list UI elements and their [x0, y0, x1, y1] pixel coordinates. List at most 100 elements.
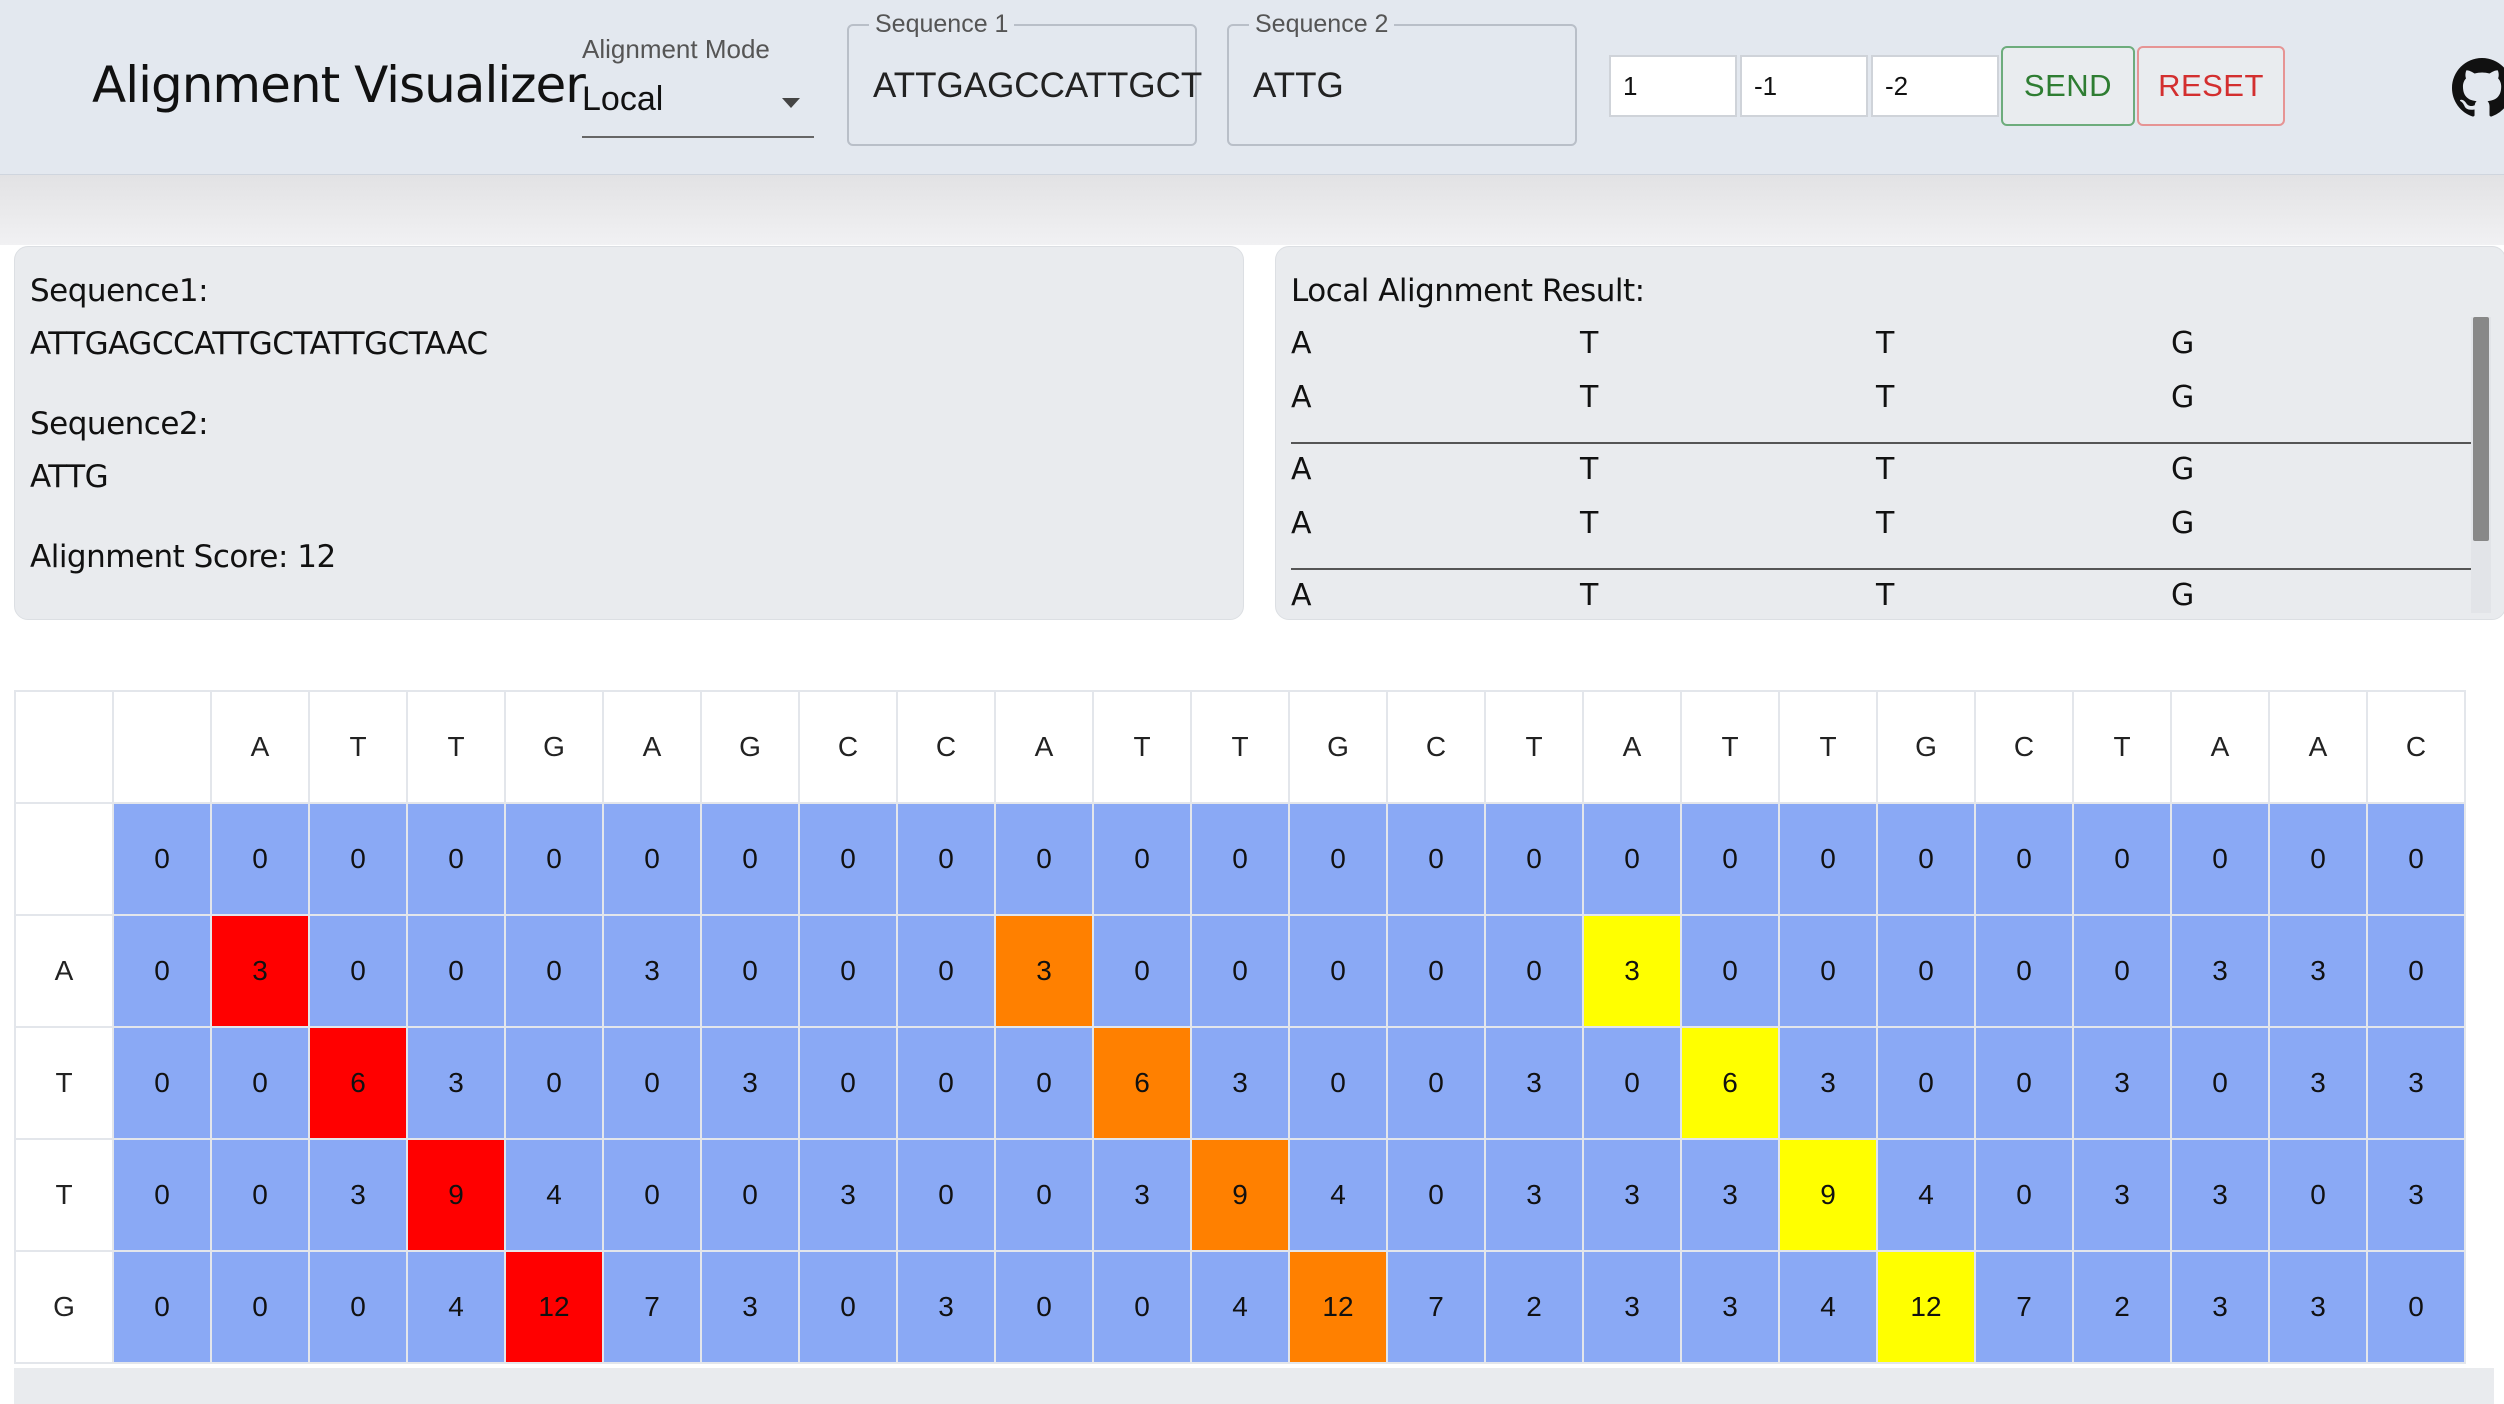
matrix-cell: 0	[2170, 1026, 2270, 1140]
matrix-cell: 3	[2170, 1250, 2270, 1364]
matrix-row: G 0 0 0 4 12 7 3 0 3 0 0 4 12 7 2 3 3 4 12 7 2 3 3 0	[14, 1250, 2466, 1364]
matrix-col-header: A	[210, 690, 310, 804]
result-base: T	[1580, 326, 1599, 361]
result-base: A	[1291, 578, 1312, 613]
matrix-col-header: C	[2366, 690, 2466, 804]
matrix-cell: 0	[994, 1250, 1094, 1364]
matrix-col-header: T	[1680, 690, 1780, 804]
sequence-1-field[interactable]: Sequence 1 ATTGAGCCATTGCT	[847, 10, 1202, 146]
result-base: T	[1876, 326, 1895, 361]
matrix-cell: 0	[112, 1250, 212, 1364]
result-base: A	[1291, 380, 1312, 415]
matrix-col-header: G	[1876, 690, 1976, 804]
matrix-cell: 3	[1190, 1026, 1290, 1140]
matrix-cell: 0	[1092, 914, 1192, 1028]
matrix-cell: 4	[1288, 1138, 1388, 1252]
matrix-col-header	[112, 690, 212, 804]
matrix-col-header: C	[896, 690, 996, 804]
result-base: G	[2171, 380, 2195, 415]
matrix-col-header: T	[1190, 690, 1290, 804]
matrix-cell: 3	[896, 1250, 996, 1364]
mismatch-score-input[interactable]	[1740, 55, 1868, 117]
app-bar-shadow	[0, 175, 2504, 245]
matrix-cell: 0	[504, 802, 604, 916]
alignment-mode-select[interactable]: Alignment Mode Local	[582, 34, 814, 138]
result-scrollbar-thumb[interactable]	[2473, 317, 2489, 541]
matrix-cell: 0	[1876, 1026, 1976, 1140]
matrix-cell: 0	[1974, 1138, 2074, 1252]
matrix-col-header: G	[504, 690, 604, 804]
app-title: Alignment Visualizer	[92, 56, 586, 114]
matrix-col-header: C	[1974, 690, 2074, 804]
matrix-cell: 0	[1386, 802, 1486, 916]
matrix-cell: 3	[700, 1250, 800, 1364]
matrix-cell: 0	[602, 1026, 702, 1140]
matrix-col-header: A	[1582, 690, 1682, 804]
matrix-col-header: T	[1484, 690, 1584, 804]
matrix-col-header: T	[2072, 690, 2172, 804]
matrix-cell: 0	[602, 1138, 702, 1252]
matrix-cell: 0	[1288, 802, 1388, 916]
matrix-cell: 3	[2170, 1138, 2270, 1252]
matrix-cell: 0	[1974, 802, 2074, 916]
reset-button[interactable]: RESET	[2137, 46, 2285, 126]
matrix-cell: 0	[700, 802, 800, 916]
alignment-mode-value[interactable]: Local	[582, 80, 664, 118]
matrix-cell: 0	[112, 802, 212, 916]
matrix-cell: 3	[2170, 914, 2270, 1028]
sequence-2-value[interactable]: ATTG	[1253, 66, 1344, 105]
matrix-cell: 0	[406, 914, 506, 1028]
matrix-cell: 0	[308, 914, 408, 1028]
matrix-col-header: A	[602, 690, 702, 804]
matrix-cell: 0	[1582, 802, 1682, 916]
sequence-1-value[interactable]: ATTGAGCCATTGCT	[873, 66, 1203, 105]
matrix-cell: 7	[602, 1250, 702, 1364]
sequence1-heading: Sequence1:	[30, 273, 209, 309]
matrix-row-header: T	[14, 1026, 114, 1140]
matrix-path-cell: 12	[504, 1250, 604, 1364]
matrix-cell: 4	[406, 1250, 506, 1364]
result-base: G	[2171, 326, 2195, 361]
matrix-cell: 7	[1386, 1250, 1486, 1364]
chevron-down-icon[interactable]	[782, 98, 800, 108]
matrix-col-header: A	[2170, 690, 2270, 804]
match-score-input[interactable]	[1609, 55, 1737, 117]
matrix-cell: 3	[2268, 1250, 2368, 1364]
matrix-row-header: A	[14, 914, 114, 1028]
matrix-cell: 0	[1386, 1026, 1486, 1140]
matrix-cell: 0	[896, 802, 996, 916]
matrix-cell: 0	[1680, 802, 1780, 916]
matrix-path-cell: 9	[406, 1138, 506, 1252]
matrix-cell: 7	[1974, 1250, 2074, 1364]
matrix-path-cell: 9	[1190, 1138, 1290, 1252]
matrix-col-header: C	[1386, 690, 1486, 804]
matrix-cell: 0	[1288, 914, 1388, 1028]
matrix-cell: 0	[2366, 1250, 2466, 1364]
matrix-cell: 0	[896, 1138, 996, 1252]
send-button[interactable]: SEND	[2001, 46, 2135, 126]
matrix-path-cell: 3	[210, 914, 310, 1028]
matrix-cell: 0	[602, 802, 702, 916]
github-icon[interactable]	[2452, 58, 2504, 118]
select-underline	[582, 136, 814, 138]
result-base: T	[1580, 380, 1599, 415]
matrix-cell: 3	[406, 1026, 506, 1140]
matrix-cell: 3	[700, 1026, 800, 1140]
matrix-cell: 3	[2268, 914, 2368, 1028]
matrix-cell: 0	[2072, 914, 2172, 1028]
matrix-cell: 0	[308, 1250, 408, 1364]
result-base: T	[1580, 452, 1599, 487]
gap-score-input[interactable]	[1871, 55, 1999, 117]
matrix-cell: 0	[2366, 802, 2466, 916]
sequence-info-card: Sequence1: ATTGAGCCATTGCTATTGCTAAC Seque…	[14, 246, 1244, 620]
matrix-cell: 0	[112, 914, 212, 1028]
matrix-cell: 0	[112, 1026, 212, 1140]
sequence-2-field[interactable]: Sequence 2 ATTG	[1227, 10, 1577, 146]
result-base: A	[1291, 326, 1312, 361]
matrix-cell: 2	[1484, 1250, 1584, 1364]
matrix-row-header: G	[14, 1250, 114, 1364]
matrix-path-cell: 6	[1680, 1026, 1780, 1140]
